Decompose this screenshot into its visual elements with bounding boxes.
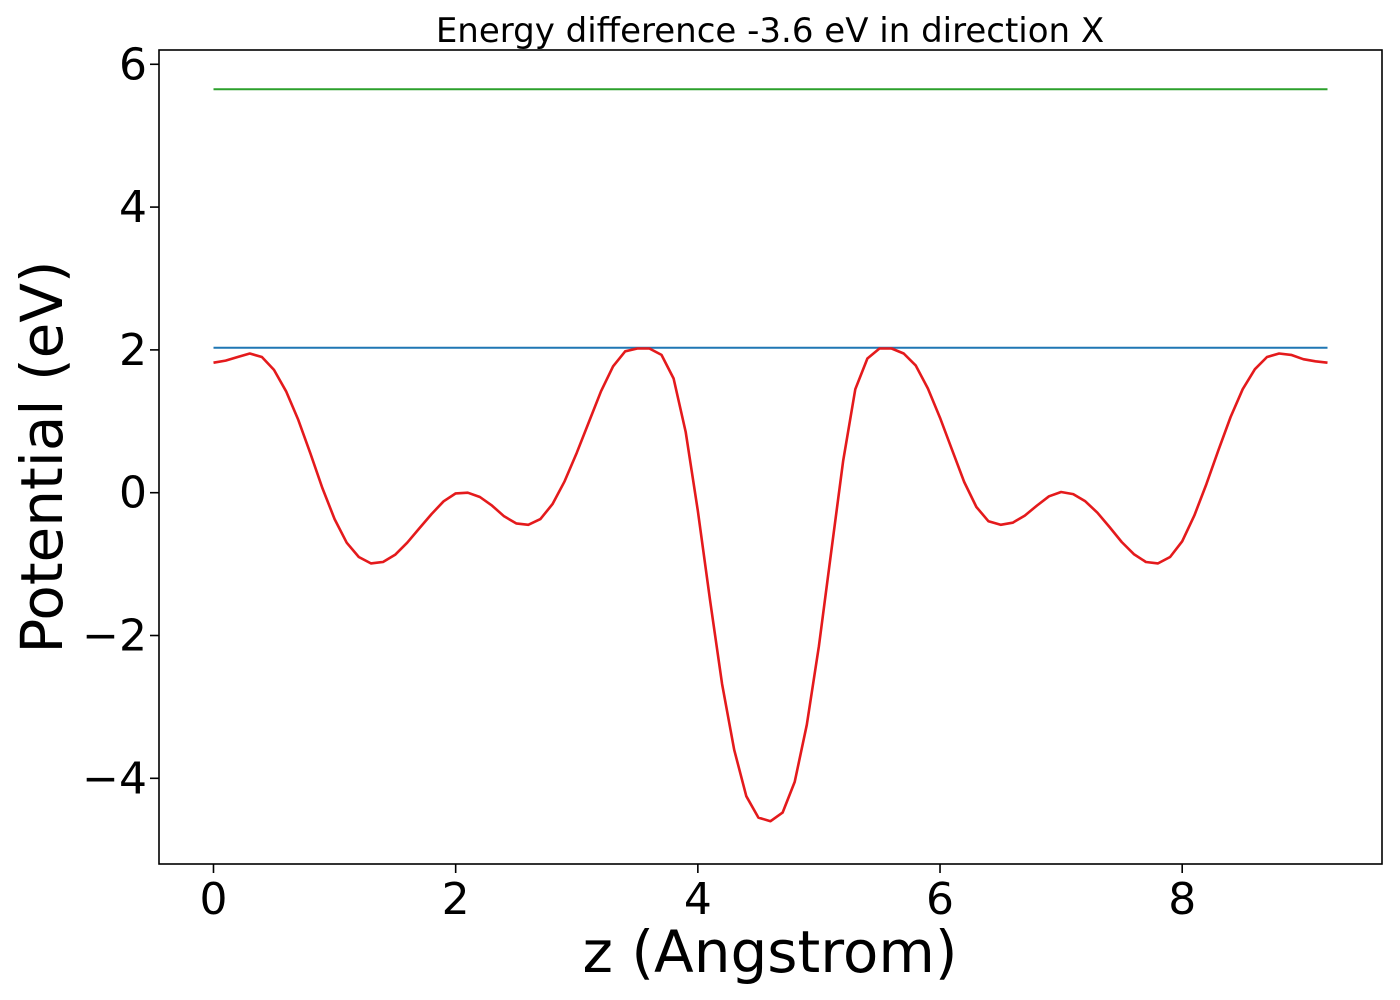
x-tick-label: 0 (199, 874, 227, 925)
y-tick-label: −4 (82, 753, 147, 804)
y-tick-label: 6 (119, 39, 147, 90)
x-axis-label: z (Angstrom) (583, 918, 958, 986)
y-axis-label: Potential (eV) (8, 260, 76, 653)
x-tick-label: 2 (442, 874, 470, 925)
x-axis-ticks: 0 2 4 6 8 (199, 864, 1196, 925)
x-tick-label: 6 (926, 874, 954, 925)
chart-title: Energy difference -3.6 eV in direction X (436, 11, 1104, 51)
y-axis-ticks: −4 −2 0 2 4 6 (82, 39, 159, 804)
y-tick-label: 4 (119, 182, 147, 233)
x-tick-label: 4 (684, 874, 712, 925)
y-tick-label: 2 (119, 325, 147, 376)
y-tick-label: 0 (119, 468, 147, 519)
axes-frame (158, 49, 1383, 865)
plot-area (213, 88, 1328, 823)
x-tick-label: 8 (1168, 874, 1196, 925)
y-tick-label: −2 (82, 611, 147, 662)
series-line-2 (213, 347, 1328, 823)
